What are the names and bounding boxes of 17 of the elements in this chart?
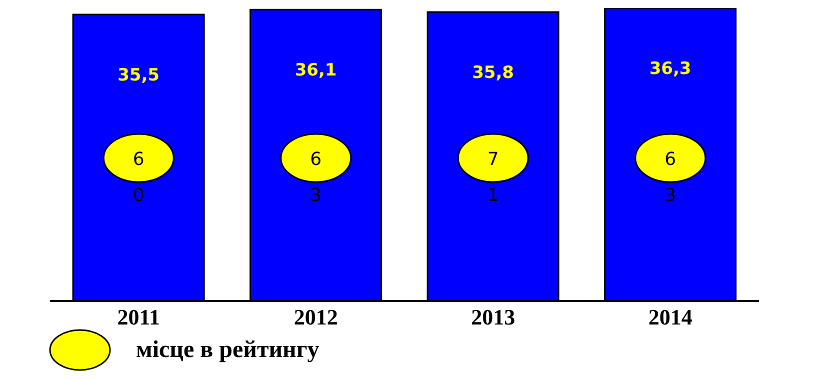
data-label: 36,3 xyxy=(649,59,692,79)
x-tick-label: 2011 xyxy=(117,304,160,330)
annotation: 6 xyxy=(664,149,676,170)
annotation: 3 xyxy=(664,185,676,206)
annotation: 3 xyxy=(310,185,322,206)
annotation: 1 xyxy=(487,185,499,206)
x-tick-label: 2013 xyxy=(471,304,516,330)
annotation: 7 xyxy=(487,149,499,170)
x-tick-label: 2012 xyxy=(294,304,338,330)
annotation: 0 xyxy=(132,185,144,206)
data-label: 35,5 xyxy=(118,65,160,86)
text: місце в рейтингу xyxy=(136,336,320,364)
annotation: 6 xyxy=(310,149,322,170)
x-tick-label: 2014 xyxy=(648,304,692,330)
annotation: 6 xyxy=(132,149,144,170)
data-label: 36,1 xyxy=(294,60,337,81)
data-label: 35,8 xyxy=(472,63,514,84)
